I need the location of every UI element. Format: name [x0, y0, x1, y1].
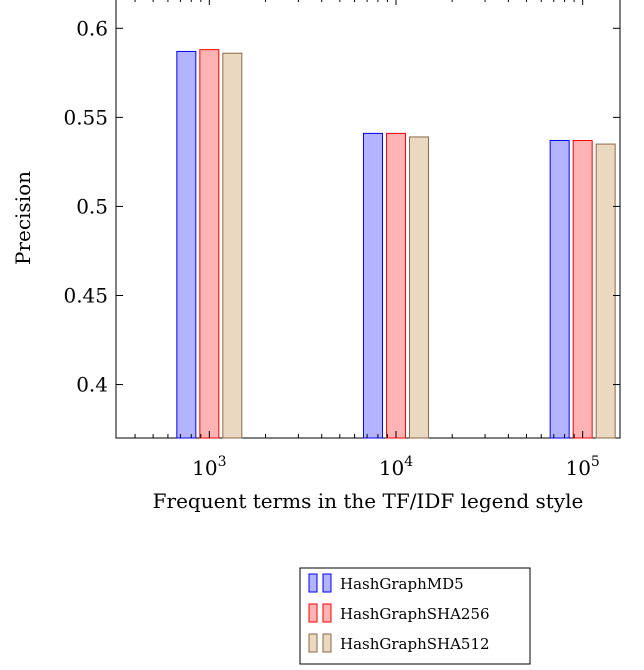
x-tick-label: 103 — [192, 454, 226, 480]
legend-label: HashGraphSHA256 — [340, 605, 490, 623]
bar-hashgraphsha256-2 — [386, 132, 406, 439]
legend-label: HashGraphMD5 — [340, 575, 464, 593]
legend-swatch — [322, 633, 332, 653]
y-axis-title: Precision — [11, 171, 35, 265]
y-axis-ticks: 0.4 0.45 0.5 0.55 0.6 — [63, 16, 620, 397]
x-tick-label: 104 — [379, 454, 413, 480]
bar-hashgraphsha256-1 — [199, 49, 220, 439]
legend: HashGraphMD5 HashGraphSHA256 HashGraphSHA5… — [299, 567, 531, 665]
bar-hashgraphsha512-3 — [595, 143, 616, 439]
y-tick-label: 0.4 — [76, 373, 108, 397]
bar-hashgraphsha512-2 — [409, 136, 429, 439]
x-tick-label: 105 — [565, 454, 599, 480]
y-tick-label: 0.5 — [76, 194, 108, 218]
bar-hashgraphmd5-3 — [549, 140, 570, 439]
y-tick-label: 0.6 — [76, 16, 108, 40]
legend-box — [299, 567, 531, 665]
x-axis-ticks: 103 104 105 — [134, 0, 600, 480]
x-axis-title: Frequent terms in the TF/IDF legend styl… — [153, 489, 584, 513]
legend-swatch — [322, 573, 332, 593]
y-tick-label: 0.45 — [63, 283, 108, 307]
bar-hashgraphsha512-1 — [222, 52, 243, 439]
legend-swatch — [322, 603, 332, 623]
y-tick-label: 0.55 — [63, 105, 108, 129]
legend-swatch — [308, 603, 318, 623]
legend-swatch — [308, 633, 318, 653]
bar-hashgraphmd5-1 — [176, 50, 197, 439]
legend-label: HashGraphSHA512 — [340, 635, 490, 653]
bars-group — [176, 49, 616, 439]
legend-swatch — [308, 573, 318, 593]
bar-hashgraphmd5-2 — [363, 132, 383, 439]
bar-hashgraphsha256-3 — [572, 140, 593, 439]
